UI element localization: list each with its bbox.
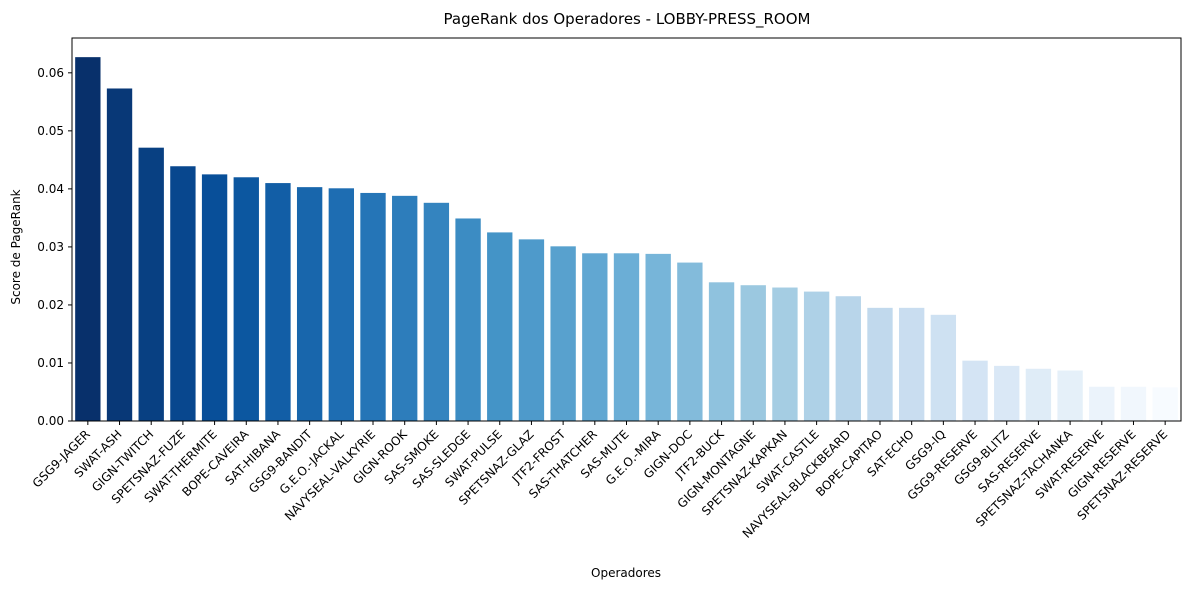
bar-sas-mute: [613, 253, 640, 421]
bar-gsg9-jager: [75, 57, 101, 422]
bar-navyseal-blackbeard: [835, 296, 861, 421]
y-tick-label: 0.00: [37, 414, 64, 428]
bar-spetsnaz-glaz: [518, 239, 545, 421]
plot-frame: [71, 37, 1182, 422]
bar-gign-rook: [392, 195, 418, 421]
bar-gign-twitch: [138, 147, 164, 421]
bar-gign-doc: [677, 262, 703, 421]
bar-gign-montagne: [740, 285, 766, 421]
bar-swat-pulse: [487, 232, 513, 421]
bar-gign-reserve: [1120, 386, 1147, 421]
bar-jtf2-buck: [708, 282, 735, 421]
chart-title: PageRank dos Operadores - LOBBY-PRESS_RO…: [444, 10, 811, 29]
y-axis: 0.00 0.01 0.02 0.03 0.04 0.05 0.06: [37, 66, 72, 428]
y-tick-label: 0.02: [37, 298, 64, 312]
bar-swat-thermite: [201, 174, 228, 421]
bar-g-e-o-mira: [645, 253, 671, 421]
bar-sas-reserve: [1025, 368, 1052, 421]
bar-sat-echo: [898, 307, 925, 421]
bar-swat-reserve: [1089, 386, 1115, 421]
bar-spetsnaz-fuze: [170, 166, 196, 421]
bar-bope-caveira: [233, 177, 259, 421]
bar-swat-castle: [803, 291, 830, 421]
bar-sas-sledge: [455, 218, 481, 421]
bar-bope-capitao: [867, 307, 893, 421]
x-axis: GSG9-JAGERSWAT-ASHGIGN-TWITCHSPETSNAZ-FU…: [30, 421, 1170, 541]
bar-jtf2-frost: [550, 246, 576, 421]
bar-spetsnaz-tachanka: [1057, 370, 1083, 421]
bar-sas-smoke: [423, 202, 450, 421]
bar-g-e-o-jackal: [328, 188, 355, 421]
y-tick-label: 0.03: [37, 240, 64, 254]
bar-gsg9-reserve: [962, 360, 988, 421]
bar-sas-thatcher: [582, 253, 608, 421]
y-tick-label: 0.04: [37, 182, 64, 196]
bar-gsg9-bandit: [296, 187, 323, 421]
y-tick-label: 0.01: [37, 356, 64, 370]
bar-swat-ash: [106, 88, 133, 422]
bar-gsg9-blitz: [994, 365, 1020, 421]
bar-spetsnaz-kapkan: [772, 287, 798, 421]
y-axis-label: Score de PageRank: [9, 189, 23, 304]
bar-sat-hibana: [265, 183, 291, 421]
bar-navyseal-valkyrie: [360, 192, 386, 421]
y-tick-label: 0.05: [37, 124, 64, 138]
y-tick-label: 0.06: [37, 66, 64, 80]
bars-group: [75, 57, 1178, 422]
bar-spetsnaz-reserve: [1152, 387, 1178, 421]
bar-gsg9-iq: [930, 314, 957, 421]
x-axis-label: Operadores: [591, 566, 661, 580]
